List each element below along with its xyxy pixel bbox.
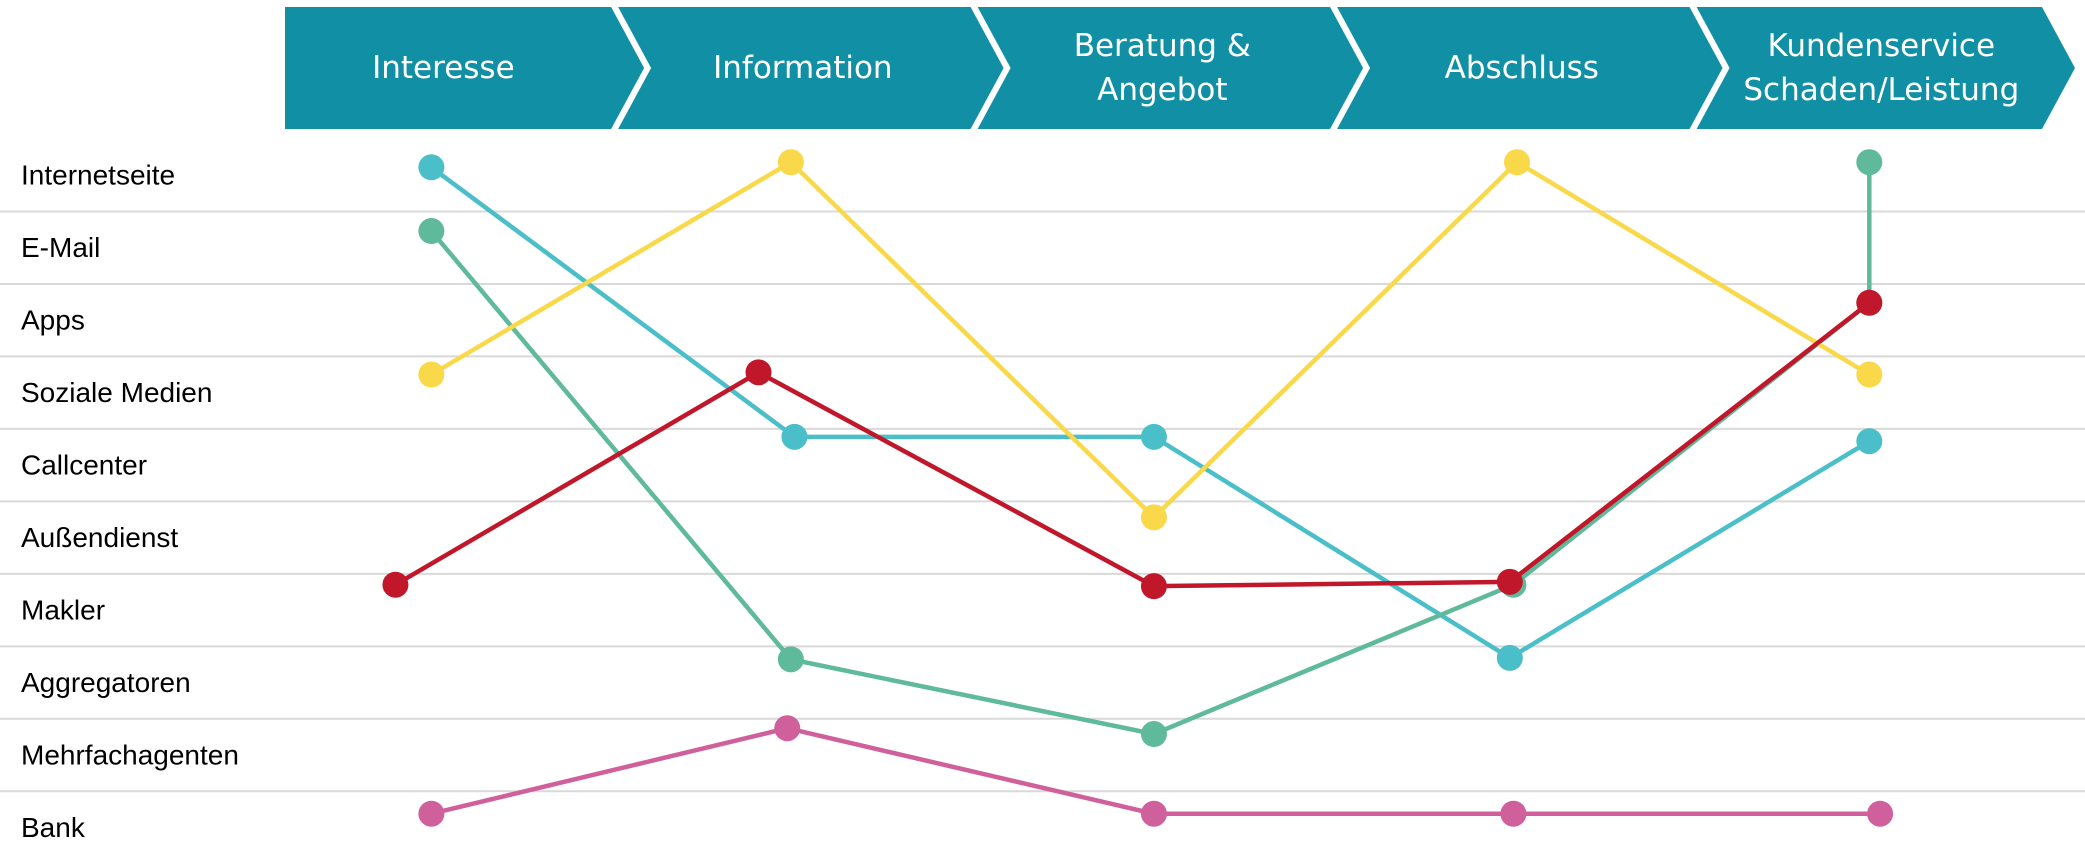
series-point [1140,721,1167,748]
series-point [1140,504,1167,531]
y-tick-label: Bank [21,812,86,843]
series-point [777,646,804,673]
series-point [1496,568,1523,595]
series-point [1500,800,1527,827]
series-point [418,154,445,181]
y-tick-label: Soziale Medien [21,377,212,408]
stage-label: Interesse [372,50,515,86]
y-tick-label: E-Mail [21,232,100,263]
series-point [1496,644,1523,671]
series-point [1504,149,1531,176]
series-point [1140,423,1167,450]
series-point [1856,289,1883,316]
stage-label: Information [713,50,893,86]
series-line [394,301,1871,589]
series-point [1856,428,1883,455]
series-point [382,571,409,598]
y-tick-label: Außendienst [21,522,178,553]
y-tick-label: Callcenter [21,450,147,481]
series-point [1856,361,1883,388]
stage-chevron [1337,7,1723,129]
series-point [418,361,445,388]
series-point [781,423,808,450]
series-point [1856,149,1883,176]
series-point [777,149,804,176]
y-tick-label: Makler [21,594,105,625]
series-point [418,800,445,827]
series-point [418,218,445,245]
y-tick-label: Apps [21,305,85,336]
series-point [1140,800,1167,827]
y-tick-label: Mehrfachagenten [21,739,239,770]
y-tick-label: Internetseite [21,160,175,191]
y-tick-label: Aggregatoren [21,667,191,698]
stage-label: Beratung & Angebot [1073,28,1251,108]
stage-chevron [977,7,1364,129]
series-line [430,159,1871,520]
stage-chevron [1696,7,2075,129]
series-point [1140,573,1167,600]
series-point [774,715,801,742]
stage-label: Abschluss [1444,50,1599,86]
series-line [429,162,1872,737]
series-point [1867,800,1894,827]
stage-chevron [618,7,1004,129]
series-point [745,359,772,386]
stage-label: Kundenservice Schaden/Leistung [1743,28,2020,108]
stage-chevron [285,7,645,129]
